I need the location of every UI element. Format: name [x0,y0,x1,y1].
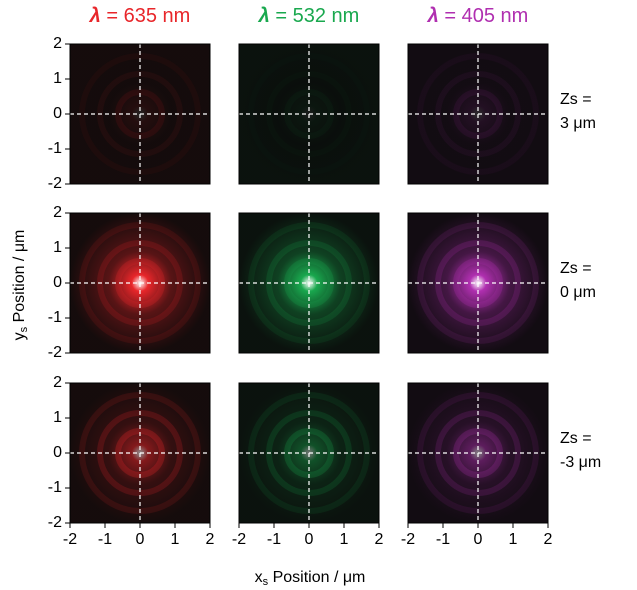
x-tick-label: 1 [171,531,180,548]
column-title: λ = 635 nm [89,5,191,27]
column-title: λ = 532 nm [258,5,360,27]
x-tick-label: 0 [136,531,145,548]
y-label-rest: Position / μm [11,230,28,327]
column-symbol: λ [258,5,270,27]
panel-frame [238,212,380,354]
column-title: λ = 405 nm [427,5,529,27]
x-tick-label: -1 [267,531,281,548]
x-label-rest: Position / μm [268,569,365,586]
y-tick-label: 1 [53,70,62,87]
y-axis-label: ys Position / μm [11,230,30,341]
y-tick-label: 1 [53,409,62,426]
y-tick-label: -2 [48,344,62,361]
x-tick-label: 1 [509,531,518,548]
x-tick-label: 2 [375,531,384,548]
row-label: -3 μm [560,454,601,471]
y-tick-label: 2 [53,374,62,391]
y-tick-label: 2 [53,204,62,221]
x-tick-label: 0 [474,531,483,548]
x-tick-label: -2 [401,531,415,548]
column-text: = 532 nm [270,5,360,27]
x-tick-label: -1 [98,531,112,548]
column-symbol: λ [427,5,439,27]
y-tick-label: 1 [53,239,62,256]
row-label: 3 μm [560,115,596,132]
y-tick-label: -1 [48,140,62,157]
x-tick-label: -2 [232,531,246,548]
y-tick-label: 0 [53,444,62,461]
row-label: Zs = [560,260,592,277]
y-tick-label: 0 [53,274,62,291]
panel-frame [407,43,549,185]
column-text: = 635 nm [101,5,191,27]
y-label-main: y [11,332,28,340]
y-tick-label: -2 [48,514,62,531]
x-tick-label: -2 [63,531,77,548]
panel-frame [407,212,549,354]
row-label: Zs = [560,91,592,108]
y-tick-label: 0 [53,105,62,122]
y-tick-label: 2 [53,35,62,52]
row-label: 0 μm [560,284,596,301]
x-tick-label: -1 [436,531,450,548]
x-tick-label: 2 [544,531,553,548]
column-text: = 405 nm [439,5,529,27]
x-label-sub: s [263,576,269,588]
x-axis-label: xs Position / μm [255,569,366,588]
y-label-sub: s [18,326,30,332]
x-label-main: x [255,569,263,586]
y-tick-label: -1 [48,479,62,496]
x-tick-label: 1 [340,531,349,548]
x-tick-label: 0 [305,531,314,548]
y-tick-label: -1 [48,309,62,326]
y-tick-label: -2 [48,175,62,192]
row-label: Zs = [560,430,592,447]
column-symbol: λ [89,5,101,27]
x-tick-label: 2 [206,531,215,548]
panel-frame [238,43,380,185]
